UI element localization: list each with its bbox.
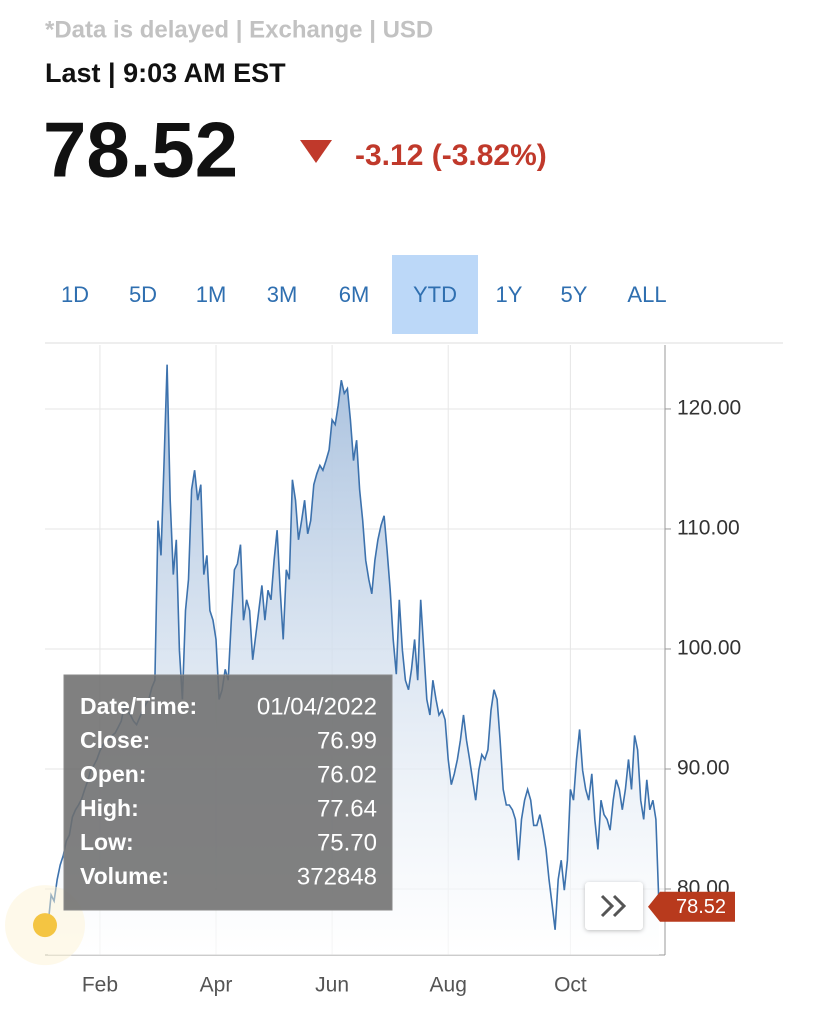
tooltip-label: Volume:: [80, 863, 169, 889]
range-tab[interactable]: 5Y: [561, 282, 588, 307]
range-tab[interactable]: 1D: [61, 282, 89, 307]
y-tick-label: 110.00: [677, 517, 740, 540]
overlay: Date/Time: 01/04/2022 Close: 76.99 Open: 76.0…: [5, 674, 735, 966]
range-tab[interactable]: YTD: [413, 282, 457, 307]
y-tick-label: 90.00: [677, 757, 730, 780]
range-tab[interactable]: 6M: [339, 282, 370, 307]
range-tab[interactable]: ALL: [627, 282, 666, 307]
tooltip-label: Close:: [80, 727, 150, 753]
price: 78.52: [43, 106, 238, 194]
x-tick-label: Oct: [554, 974, 587, 997]
y-tick-label: 100.00: [677, 637, 741, 660]
tooltip-value: 76.99: [317, 727, 377, 754]
tooltip-value: 76.02: [317, 761, 377, 788]
tooltip-box: [63, 674, 393, 911]
tab-selected-bg: [392, 255, 478, 334]
last-value-label: 78.52: [676, 896, 726, 918]
hover-dot: [33, 913, 57, 938]
tooltip-value: 372848: [297, 863, 377, 890]
range-tab[interactable]: 3M: [267, 282, 298, 307]
tooltip-value: 75.70: [317, 829, 377, 856]
tooltip-value: 01/04/2022: [257, 693, 377, 720]
range-tab[interactable]: 1Y: [496, 282, 523, 307]
x-tick-label: Aug: [430, 974, 467, 997]
down-arrow: [300, 140, 332, 163]
tooltip-value: 77.64: [317, 795, 377, 822]
x-tick-label: Jun: [315, 974, 349, 997]
tooltip-label: Date/Time:: [80, 693, 197, 719]
x-tick-label: Feb: [82, 974, 118, 997]
last-time: Last | 9:03 AM EST: [45, 58, 286, 88]
range-tab[interactable]: 5D: [129, 282, 157, 307]
x-tick-label: Apr: [200, 974, 233, 997]
tooltip-label: Low:: [80, 829, 134, 855]
range-tab[interactable]: 1M: [196, 282, 227, 307]
tooltip-label: High:: [80, 795, 139, 821]
data-note: *Data is delayed | Exchange | USD: [45, 16, 433, 43]
last-value-tag: [648, 891, 735, 922]
expand-icon: [600, 894, 627, 918]
tooltip-label: Open:: [80, 761, 146, 787]
y-tick-label: 120.00: [677, 397, 741, 420]
price-change: -3.12 (-3.82%): [355, 139, 547, 172]
